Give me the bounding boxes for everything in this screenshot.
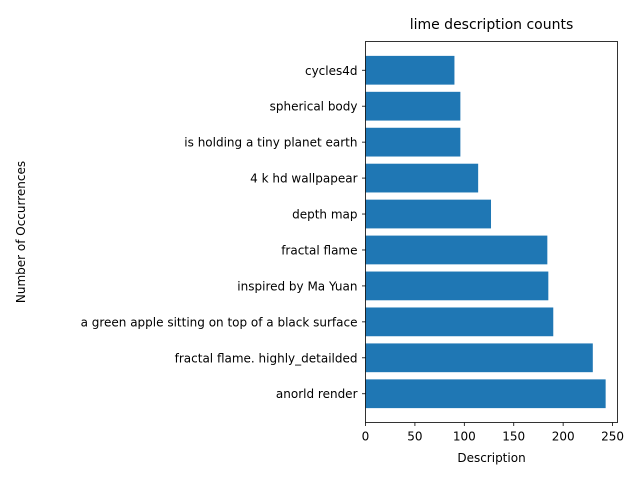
bars-group	[365, 55, 606, 409]
y-axis-label: Number of Occurrences	[14, 161, 28, 303]
x-tick-label: 100	[453, 430, 476, 444]
bar	[365, 127, 461, 157]
y-tick-label: fractal flame	[281, 243, 357, 257]
y-tick-label: inspired by Ma Yuan	[237, 279, 357, 293]
chart-title: lime description counts	[410, 17, 574, 33]
bar	[365, 199, 492, 229]
plot-frame	[365, 41, 618, 423]
x-tick-label: 150	[502, 430, 525, 444]
bar	[365, 235, 548, 265]
x-tick-label: 0	[362, 430, 370, 444]
bar	[365, 271, 549, 301]
y-tick-label: fractal flame. highly_detailded	[175, 351, 358, 365]
x-tick-group: 0 50 100 150 200 250	[362, 422, 624, 444]
y-tick-label: is holding a tiny planet earth	[184, 136, 357, 150]
bar	[365, 55, 455, 85]
bar	[365, 91, 461, 121]
y-tick-group: anorld render fractal flame. highly_detai…	[81, 64, 366, 401]
y-tick-label: spherical body	[270, 100, 358, 114]
x-axis-label: Description	[457, 451, 525, 465]
bar	[365, 379, 606, 409]
bar	[365, 163, 479, 193]
x-tick-label: 200	[552, 430, 575, 444]
x-tick-label: 250	[601, 430, 624, 444]
y-tick-label: cycles4d	[305, 64, 358, 78]
bar	[365, 343, 593, 373]
y-tick-label: 4 k hd wallpapear	[250, 172, 357, 186]
y-tick-label: anorld render	[276, 387, 358, 401]
y-tick-label: a green apple sitting on top of a black …	[81, 315, 358, 329]
y-tick-label: depth map	[292, 208, 357, 222]
bar	[365, 307, 554, 337]
x-tick-label: 50	[407, 430, 422, 444]
